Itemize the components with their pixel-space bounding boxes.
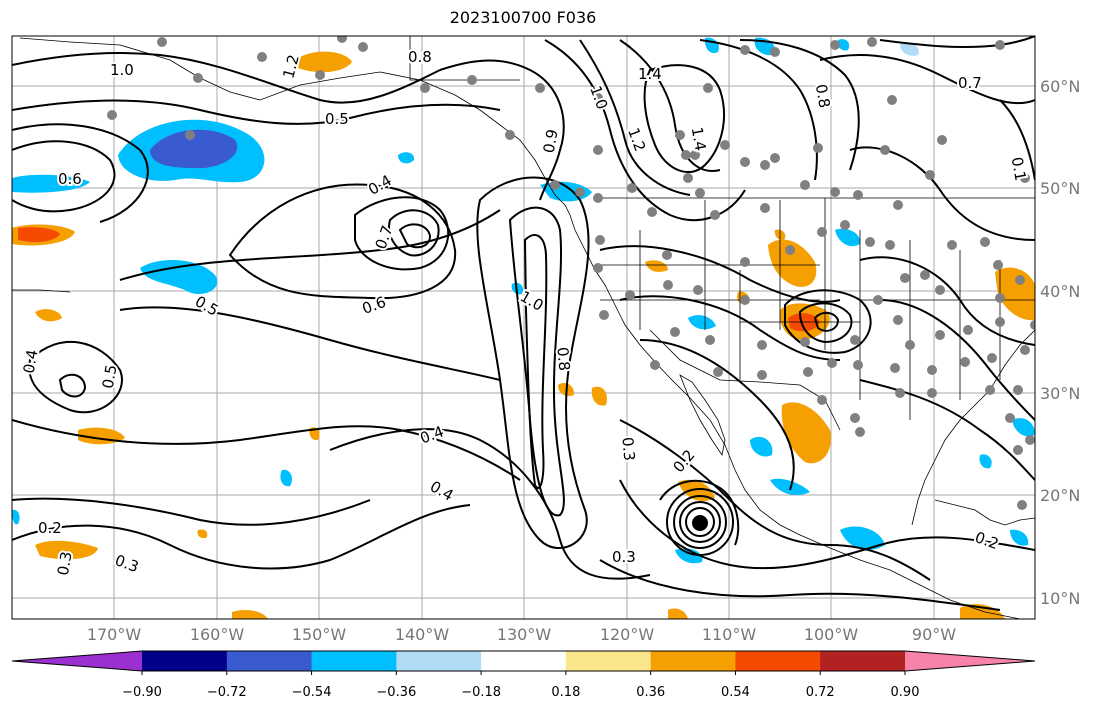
lon-tick: 140°W [395,625,450,644]
lat-tick: 10°N [1040,589,1080,608]
cyclone-center-marker [692,515,708,531]
contour-label: 0.5 [325,110,349,128]
colorbar-cell [481,651,567,671]
colorbar-tick-label: −0.54 [292,685,332,700]
lat-tick: 40°N [1040,282,1080,301]
contour-label: 1.0 [110,61,134,79]
colorbar: −0.90 −0.72 −0.54 −0.36 −0.18 0.18 0.36 0.54 0.7… [11,650,1036,700]
lat-tick: 60°N [1040,77,1080,96]
colorbar-extend-low [12,651,142,671]
lon-tick: 110°W [702,625,757,644]
map-panel: 1.0 1.2 0.8 1.4 0.7 0.5 0.6 0.4 0.7 1.0 … [12,36,1035,619]
colorbar-tick-label: 0.72 [806,685,835,700]
colorbar-cell [396,651,482,671]
contour-label: 1.4 [688,126,710,153]
colorbar-cell [735,651,821,671]
colorbar-tick-label: 0.36 [636,685,665,700]
colorbar-cell [565,651,652,671]
negative-shading [12,37,1035,564]
colorbar-tick-label: −0.36 [376,685,416,700]
colorbar-tick-label: 0.90 [891,685,920,700]
colorbar-extend-high [905,651,1035,671]
colorbar-cell [142,651,228,671]
lon-tick: 170°W [87,625,142,644]
lon-tick: 120°W [600,625,655,644]
colorbar-tick-label: 0.18 [551,685,580,700]
lon-tick-labels: 170°W 160°W 150°W 140°W 130°W 120°W 110°… [87,625,956,644]
map-frame [11,35,1036,620]
lat-tick: 30°N [1040,384,1080,403]
contour-label: 0.6 [58,170,82,188]
lat-tick: 50°N [1040,179,1080,198]
lon-tick: 90°W [912,625,956,644]
colorbar-cell [650,651,736,671]
contour-label: 0.8 [408,48,432,66]
colorbar-cell [226,651,313,671]
lon-tick: 160°W [190,625,245,644]
lon-tick: 130°W [497,625,552,644]
contour-label: 0.8 [553,346,573,371]
colorbar-tick-label: 0.54 [721,685,750,700]
colorbar-tick-label: −0.18 [461,685,501,700]
lon-tick: 150°W [292,625,347,644]
colorbar-cell [820,651,906,671]
lat-tick-labels: 60°N 50°N 40°N 30°N 20°N 10°N [1040,77,1080,608]
colorbar-tick-label: −0.72 [207,685,247,700]
contour-label: 0.7 [958,74,982,92]
contour-label: 1.4 [638,65,662,83]
lat-tick: 20°N [1040,486,1080,505]
colorbar-tick-label: −0.90 [122,685,162,700]
contour-label: 0.8 [812,83,834,110]
contours [12,36,1035,611]
contour-label: 0.1 [1008,156,1030,183]
contour-labels: 1.0 1.2 0.8 1.4 0.7 0.5 0.6 0.4 0.7 1.0 … [18,46,1032,579]
lon-tick: 100°W [804,625,859,644]
station-markers [107,36,1035,510]
contour-label: 0.3 [618,436,638,461]
colorbar-cell [311,651,397,671]
contour-label: 0.3 [612,548,636,566]
contour-label: 0.2 [38,519,62,537]
map-title: 2023100700 F036 [449,8,597,27]
